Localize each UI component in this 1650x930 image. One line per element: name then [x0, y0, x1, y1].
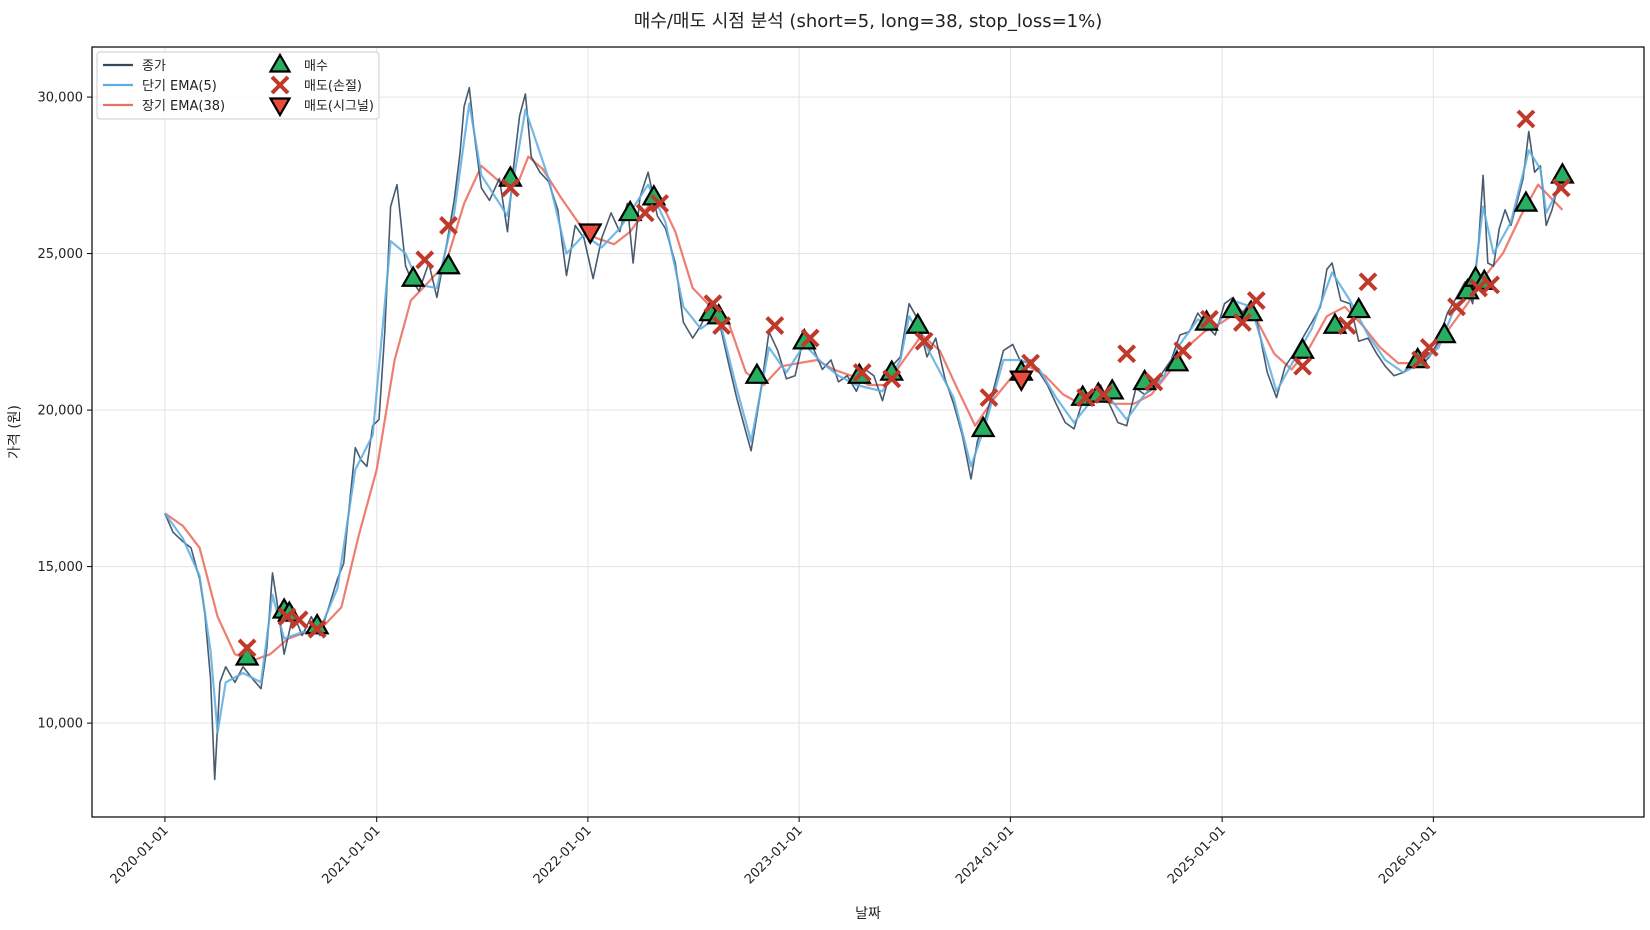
sell-stop-marker — [1200, 309, 1219, 329]
sell-stop-marker — [1516, 109, 1536, 129]
y-tick-label: 30,000 — [38, 91, 84, 106]
legend-box — [96, 51, 380, 120]
buy-marker — [1432, 321, 1457, 344]
buy-marker — [970, 415, 996, 438]
legend-swatch-buy — [268, 52, 292, 73]
buy-marker — [1164, 349, 1190, 372]
sell-stop-marker — [1481, 275, 1501, 295]
buy-marker — [1290, 337, 1315, 359]
sell-stop-marker — [800, 328, 820, 348]
plot-frame — [91, 46, 1645, 818]
sell-stop-marker — [1173, 341, 1193, 361]
buy-marker — [1346, 296, 1372, 319]
x-axis-label: 날짜 — [855, 906, 881, 922]
sell-stop-marker — [439, 216, 458, 235]
legend-label-close: 종가 — [142, 59, 166, 74]
x-tick-label: 2024-01-01 — [953, 823, 1017, 887]
x-tick-label: 2021-01-01 — [319, 823, 383, 887]
sell-stop-marker — [1021, 353, 1041, 373]
buy-marker — [617, 199, 643, 222]
sell-stop-marker — [703, 294, 723, 314]
legend-swatch-sell-signal — [268, 97, 292, 118]
y-tick-label: 10,000 — [38, 717, 84, 732]
sell-stop-marker — [307, 619, 327, 639]
sell-stop-marker — [650, 194, 670, 213]
sell-signal-marker — [1008, 370, 1034, 392]
sell-stop-marker — [1551, 178, 1571, 198]
sell-stop-marker — [1094, 385, 1113, 404]
sell-stop-marker — [852, 363, 872, 382]
series-line-close — [164, 86, 1564, 781]
x-axis: 2020-01-01 2021-01-01 2022-01-01 2023-01-01… — [108, 817, 1440, 887]
sell-stop-marker — [237, 638, 257, 658]
sell-stop-marker — [765, 316, 785, 335]
buy-marker — [1238, 299, 1264, 322]
legend-label-sell_stop: 매도(손절) — [304, 79, 362, 94]
legend-label-ema_long: 장기 EMA(38) — [142, 99, 225, 114]
legend-label-buy: 매수 — [304, 59, 328, 74]
sell-stop-marker — [1419, 338, 1439, 357]
sell-stop-marker — [979, 388, 999, 407]
sell-stop-marker — [1076, 388, 1095, 407]
sell-stop-marker — [1144, 372, 1164, 392]
sell-stop-marker — [1232, 313, 1252, 332]
buy-marker — [400, 265, 426, 287]
x-tick-label: 2022-01-01 — [531, 823, 595, 887]
x-tick-label: 2026-01-01 — [1376, 823, 1440, 887]
sell-stop-marker — [1411, 350, 1431, 370]
sell-stop-marker — [1337, 316, 1357, 335]
buy-marker — [1322, 312, 1348, 334]
buy-marker — [1220, 296, 1246, 319]
x-tick-label: 2025-01-01 — [1165, 823, 1229, 887]
legend-swatch-sell-stop — [270, 75, 290, 95]
legend-label-ema_short: 단기 EMA(5) — [142, 79, 217, 94]
buy-marker — [744, 362, 770, 384]
buy-marker — [436, 252, 461, 275]
y-tick-label: 25,000 — [38, 247, 84, 262]
y-tick-label: 15,000 — [38, 560, 84, 575]
sell-signal-marker — [577, 223, 603, 245]
legend-label-sell_signal: 매도(시그널) — [304, 99, 374, 114]
sell-stop-marker — [1293, 356, 1312, 376]
sell-stop-marker — [1246, 291, 1266, 310]
y-axis: 10,000 15,000 20,000 25,000 30,000 — [38, 91, 92, 732]
grid — [92, 47, 1644, 817]
sell-stop-marker — [1447, 297, 1466, 317]
y-tick-label: 20,000 — [38, 404, 84, 419]
sell-stop-marker — [882, 369, 902, 389]
sell-stop-marker — [500, 178, 520, 198]
sell-stop-marker — [1117, 344, 1137, 364]
buy-marker — [1513, 190, 1539, 212]
sell-stop-marker — [415, 250, 435, 270]
x-tick-label: 2023-01-01 — [742, 823, 806, 887]
sell-stop-marker — [1358, 272, 1378, 292]
sell-stop-marker — [635, 203, 655, 223]
chart-title: 매수/매도 시점 분석 (short=5, long=38, stop_loss… — [634, 11, 1103, 32]
plot-area — [164, 86, 1575, 781]
series-line-ema_short — [164, 102, 1564, 734]
sell-stop-marker — [289, 610, 309, 630]
sell-stop-marker — [914, 331, 934, 351]
buy-marker — [1550, 162, 1575, 184]
x-tick-label: 2020-01-01 — [108, 823, 172, 887]
sell-stop-marker — [712, 316, 732, 335]
series-line-ema_long — [164, 155, 1564, 662]
y-axis-label: 가격 (원) — [7, 405, 23, 459]
